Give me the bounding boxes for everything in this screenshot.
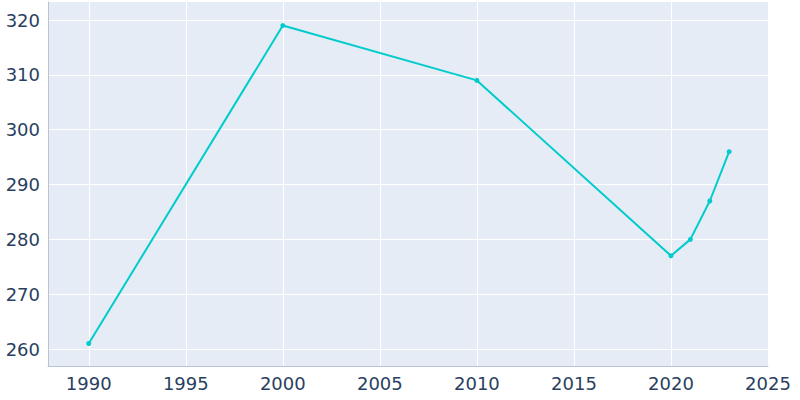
svg-text:2005: 2005: [357, 373, 403, 394]
svg-text:290: 290: [6, 174, 40, 195]
svg-text:2000: 2000: [260, 373, 306, 394]
svg-text:1995: 1995: [163, 373, 209, 394]
svg-text:1990: 1990: [66, 373, 112, 394]
svg-text:270: 270: [6, 284, 40, 305]
svg-text:2015: 2015: [551, 373, 597, 394]
svg-text:300: 300: [6, 119, 40, 140]
svg-text:310: 310: [6, 64, 40, 85]
svg-text:2020: 2020: [648, 373, 694, 394]
svg-text:280: 280: [6, 229, 40, 250]
svg-text:2010: 2010: [454, 373, 500, 394]
svg-text:2025: 2025: [745, 373, 791, 394]
svg-text:260: 260: [6, 339, 40, 360]
svg-text:320: 320: [6, 10, 40, 31]
